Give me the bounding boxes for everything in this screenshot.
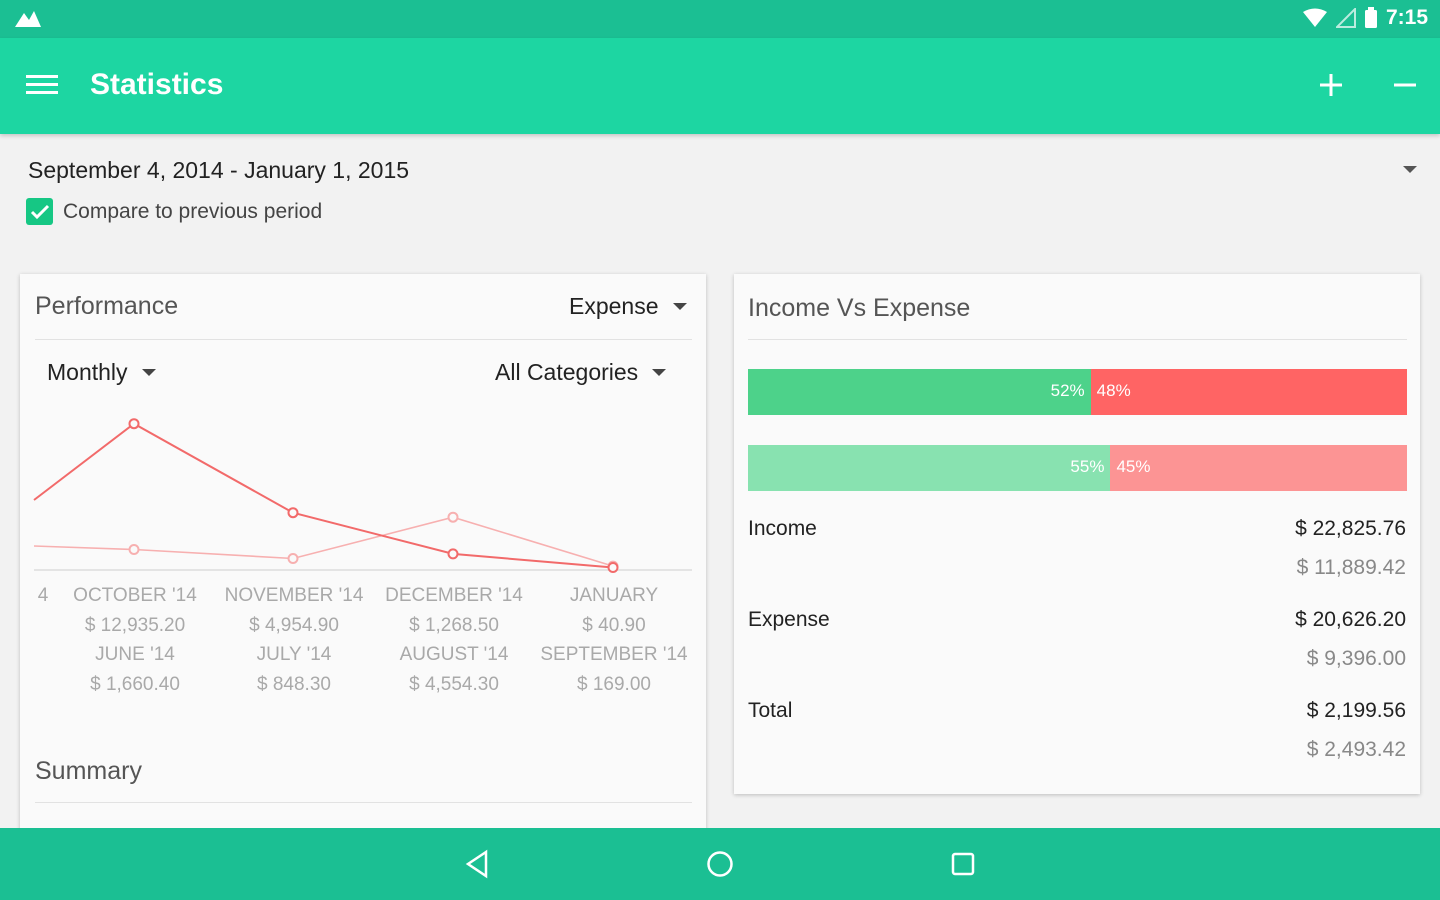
x-column: JANUARY $ 40.90 SEPTEMBER '14 $ 169.00: [529, 581, 699, 699]
income-vs-expense-title: Income Vs Expense: [748, 294, 971, 322]
chevron-down-icon[interactable]: [1400, 162, 1420, 176]
expense-current-value: $ 20,626.20: [1295, 608, 1406, 631]
back-icon[interactable]: [460, 846, 496, 882]
x-prev-amount-label: $ 1,660.40: [90, 673, 180, 695]
x-tick-label: DECEMBER '14: [385, 585, 523, 606]
date-range[interactable]: September 4, 2014 - January 1, 2015: [28, 157, 410, 183]
status-time: 7:15: [1385, 6, 1428, 29]
previous-period-bar: 55% 45%: [748, 445, 1407, 491]
navigation-bar: [0, 828, 1440, 900]
previous-period-line: [33, 516, 614, 567]
type-dropdown[interactable]: Expense: [569, 293, 687, 320]
x-prev-tick-label: JUNE '14: [95, 644, 175, 665]
status-bar: 7:15: [0, 0, 1440, 38]
x-tick-label: NOVEMBER '14: [224, 585, 364, 606]
expense-percent-label: 45%: [1116, 457, 1151, 476]
income-current-value: $ 22,825.76: [1295, 517, 1406, 540]
recents-icon[interactable]: [945, 846, 981, 882]
data-point: [128, 544, 140, 555]
expense-label: Expense: [748, 608, 830, 631]
signal-icon: [1335, 8, 1356, 28]
app-logo-icon: [15, 11, 41, 27]
page-title: Statistics: [90, 68, 224, 101]
income-percent-label: 55%: [1070, 457, 1105, 476]
current-period-bar: 52% 48%: [748, 369, 1407, 415]
category-dropdown-label: All Categories: [495, 359, 639, 385]
x-tick-label: OCTOBER '14: [73, 585, 197, 606]
expense-percent-label: 48%: [1096, 381, 1131, 400]
chevron-down-icon: [672, 303, 687, 310]
income-segment: 52%: [748, 369, 1091, 415]
type-dropdown-label: Expense: [569, 293, 659, 319]
divider: [35, 802, 692, 803]
income-previous-value: $ 11,889.42: [1296, 556, 1406, 579]
status-icons: 7:15: [1302, 6, 1428, 30]
compare-checkbox[interactable]: Compare to previous period: [26, 198, 322, 225]
chevron-down-icon: [141, 369, 156, 376]
wifi-icon: [1302, 8, 1327, 27]
x-prev-tick-label: JULY '14: [256, 644, 332, 665]
battery-icon: [1364, 7, 1377, 28]
period-dropdown-label: Monthly: [47, 359, 128, 385]
period-dropdown[interactable]: Monthly: [47, 359, 156, 386]
data-point: [447, 511, 459, 523]
data-point: [128, 418, 140, 430]
checkbox-icon[interactable]: [26, 198, 53, 225]
x-column: DECEMBER '14 $ 1,268.50 AUGUST '14 $ 4,5…: [369, 581, 539, 699]
current-period-line: [33, 422, 614, 569]
app-bar: Statistics: [0, 38, 1440, 134]
menu-icon[interactable]: [26, 72, 60, 98]
expense-previous-value: $ 9,396.00: [1306, 647, 1406, 670]
data-point: [287, 553, 299, 564]
plus-icon[interactable]: [1314, 68, 1348, 102]
performance-chart: [33, 418, 692, 573]
income-segment: 55%: [748, 445, 1111, 491]
data-point: [287, 507, 299, 519]
expense-segment: 48%: [1090, 369, 1407, 415]
x-column: NOVEMBER '14 $ 4,954.90 JULY '14 $ 848.3…: [209, 581, 379, 699]
income-percent-label: 52%: [1050, 381, 1085, 400]
divider: [35, 339, 692, 340]
total-label: Total: [748, 699, 793, 722]
x-amount-label: $ 12,935.20: [84, 614, 186, 636]
total-previous-value: $ 2,493.42: [1306, 738, 1406, 761]
data-point: [607, 562, 619, 573]
x-tick-label: JANUARY: [569, 585, 659, 606]
x-amount-label: $ 1,268.50: [409, 614, 499, 636]
x-amount-label: $ 4,954.90: [249, 614, 339, 636]
total-current-value: $ 2,199.56: [1306, 699, 1406, 722]
performance-title: Performance: [35, 292, 179, 320]
partial-axis-label: 4: [37, 585, 49, 606]
category-dropdown[interactable]: All Categories: [495, 359, 667, 386]
compare-label: Compare to previous period: [63, 199, 323, 223]
summary-title: Summary: [35, 757, 142, 785]
x-prev-amount-label: $ 169.00: [577, 673, 651, 695]
home-icon[interactable]: [702, 846, 738, 882]
divider: [748, 339, 1407, 340]
income-label: Income: [748, 517, 817, 540]
x-prev-amount-label: $ 4,554.30: [409, 673, 499, 695]
chevron-down-icon: [652, 369, 667, 376]
expense-segment: 45%: [1110, 445, 1407, 491]
x-column: OCTOBER '14 $ 12,935.20 JUNE '14 $ 1,660…: [50, 581, 220, 699]
data-point: [447, 548, 459, 560]
x-prev-tick-label: SEPTEMBER '14: [540, 644, 688, 665]
x-prev-tick-label: AUGUST '14: [399, 644, 509, 665]
x-prev-amount-label: $ 848.30: [257, 673, 331, 695]
x-amount-label: $ 40.90: [582, 614, 646, 636]
income-vs-expense-card: [734, 274, 1420, 794]
minus-icon[interactable]: [1388, 68, 1422, 102]
